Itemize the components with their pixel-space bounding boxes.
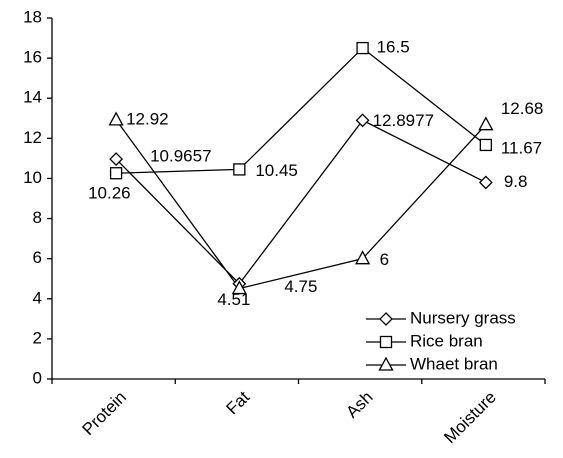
x-tick-label: Ash (342, 388, 376, 422)
data-point (478, 175, 493, 190)
data-label: 12.68 (501, 99, 544, 118)
data-point (479, 138, 492, 152)
data-point (354, 250, 371, 265)
series-line (116, 47, 487, 174)
data-point (356, 41, 369, 55)
data-point (233, 163, 246, 176)
data-point (478, 116, 494, 131)
legend-label: Nursery grass (410, 308, 516, 327)
data-point (231, 280, 247, 295)
y-tick-label: 12 (23, 128, 42, 147)
data-label: 12.92 (126, 109, 169, 128)
data-point (109, 167, 123, 180)
y-tick-label: 2 (33, 328, 42, 347)
data-label: 10.9657 (150, 147, 211, 166)
x-tick-label: Protein (79, 388, 131, 440)
data-point (108, 111, 124, 126)
data-point (109, 152, 124, 166)
y-tick-label: 10 (23, 168, 42, 187)
series-line (115, 119, 487, 290)
y-tick-label: 4 (33, 288, 42, 307)
y-tick-label: 16 (23, 48, 42, 67)
x-tick-label: Fat (223, 387, 254, 418)
y-tick-label: 8 (33, 208, 42, 227)
data-label: 10.45 (255, 161, 298, 180)
y-tick-label: 6 (33, 248, 42, 267)
data-label: 12.8977 (373, 111, 434, 130)
legend-label: Whaet bran (410, 354, 498, 373)
y-tick-label: 14 (23, 88, 42, 107)
data-label: 4.75 (284, 277, 317, 296)
y-tick-label: 0 (33, 368, 42, 387)
legend-marker (379, 312, 393, 326)
x-tick-label: Moisture (440, 388, 500, 448)
data-label: 9.8 (504, 172, 528, 191)
y-tick-label: 18 (23, 7, 42, 26)
data-label: 10.26 (88, 184, 131, 203)
legend-marker (379, 335, 393, 349)
data-point (355, 113, 370, 128)
legend-label: Rice bran (410, 331, 483, 350)
data-label: 6 (380, 250, 389, 269)
data-label: 16.5 (377, 38, 410, 57)
legend-marker (378, 356, 394, 371)
data-label: 11.67 (501, 138, 542, 157)
series-line (115, 119, 487, 285)
data-label: 4.51 (217, 290, 250, 309)
